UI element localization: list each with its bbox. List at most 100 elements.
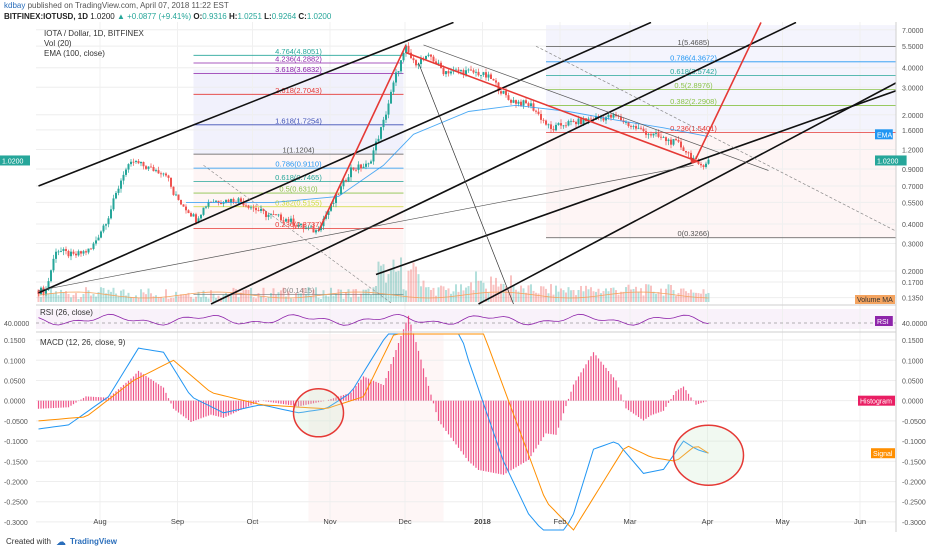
macd-histogram-bar bbox=[430, 394, 432, 401]
candle-body bbox=[705, 163, 707, 167]
volume-bar bbox=[305, 294, 307, 302]
candle-body bbox=[635, 126, 637, 129]
macd-histogram-bar bbox=[502, 400, 505, 475]
candle-body bbox=[240, 198, 242, 202]
macd-histogram-bar bbox=[135, 373, 137, 401]
candle-body bbox=[342, 180, 345, 187]
volume-bar bbox=[147, 288, 150, 302]
open-label: O: bbox=[193, 12, 203, 21]
macd-histogram-bar bbox=[670, 398, 672, 401]
macd-histogram-bar bbox=[150, 379, 152, 401]
macd-histogram-bar bbox=[550, 400, 552, 435]
candle-body bbox=[315, 230, 317, 233]
candle-body bbox=[522, 100, 525, 106]
time-axis-label: Apr bbox=[702, 517, 714, 526]
volume-bar bbox=[647, 284, 650, 302]
macd-histogram-bar bbox=[102, 397, 105, 401]
volume-bar bbox=[630, 289, 632, 302]
macd-histogram-bar bbox=[327, 399, 330, 401]
macd-histogram-bar bbox=[407, 315, 410, 401]
macd-histogram-bar bbox=[127, 380, 130, 401]
macd-histogram-bar bbox=[450, 400, 452, 438]
price-axis-label: 0.5500 bbox=[902, 200, 924, 207]
candle-body bbox=[67, 250, 70, 257]
volume-bar bbox=[252, 297, 255, 302]
candle-body bbox=[455, 69, 457, 71]
candle-body bbox=[87, 248, 90, 253]
volume-bar bbox=[180, 294, 182, 302]
volume-bar bbox=[530, 284, 532, 302]
macd-histogram-bar bbox=[480, 400, 482, 471]
price-axis-label: 5.5000 bbox=[902, 44, 924, 51]
volume-bar bbox=[62, 292, 65, 302]
volume-bar bbox=[135, 295, 137, 302]
macd-histogram-bar bbox=[590, 356, 592, 401]
volume-bar bbox=[230, 293, 232, 302]
macd-histogram-bar bbox=[587, 360, 590, 401]
volume-bar bbox=[572, 290, 575, 302]
low-label: L: bbox=[264, 12, 272, 21]
candle-body bbox=[292, 218, 295, 226]
candle-body bbox=[265, 211, 267, 217]
volume-bar bbox=[160, 296, 162, 302]
macd-histogram-bar bbox=[595, 355, 597, 401]
volume-bar bbox=[470, 282, 472, 302]
author-link[interactable]: kdbay bbox=[4, 1, 26, 10]
macd-histogram-bar bbox=[117, 389, 120, 401]
candle-body bbox=[675, 139, 677, 141]
volume-bar bbox=[625, 287, 627, 302]
candle-body bbox=[52, 258, 55, 271]
price-axis-label: 0.1700 bbox=[902, 280, 924, 287]
macd-axis-label: 0.1000 bbox=[902, 358, 924, 365]
macd-histogram-bar bbox=[405, 322, 407, 401]
volume-bar bbox=[385, 282, 387, 302]
volume-bar bbox=[210, 290, 212, 302]
macd-histogram-bar bbox=[85, 396, 87, 401]
candle-body bbox=[195, 214, 197, 223]
macd-histogram-bar bbox=[60, 400, 62, 408]
candle-body bbox=[385, 114, 387, 120]
macd-histogram-bar bbox=[557, 400, 560, 428]
volume-bar bbox=[377, 261, 380, 302]
volume-bar bbox=[407, 270, 410, 302]
macd-histogram-bar bbox=[700, 400, 702, 404]
macd-histogram-bar bbox=[132, 376, 135, 401]
volume-bar bbox=[442, 286, 445, 302]
volume-bar bbox=[197, 291, 200, 302]
macd-histogram-bar bbox=[380, 383, 382, 401]
last-price: 1.0200 bbox=[90, 12, 115, 21]
candle-body bbox=[652, 133, 655, 136]
candle-body bbox=[327, 210, 330, 215]
volume-bar bbox=[655, 293, 657, 302]
candle-body bbox=[157, 170, 160, 174]
macd-histogram-bar bbox=[287, 400, 290, 405]
trading-chart[interactable]: 4.764(4.8051)4.236(4.2882)3.618(3.6832) 2… bbox=[0, 22, 932, 545]
macd-histogram-bar bbox=[652, 400, 655, 415]
volume-bar bbox=[82, 293, 85, 302]
candle-body bbox=[565, 125, 567, 127]
candle-body bbox=[400, 60, 402, 72]
signal-line bbox=[38, 333, 709, 531]
candle-body bbox=[552, 128, 555, 131]
candle-body bbox=[225, 199, 227, 203]
macd-histogram-bar bbox=[462, 400, 465, 455]
fib-level-label: 0.382(0.5155) bbox=[275, 198, 322, 207]
time-axis-label: May bbox=[775, 517, 789, 526]
macd-histogram-bar bbox=[305, 400, 307, 405]
macd-histogram-bar bbox=[382, 385, 385, 401]
macd-histogram-bar bbox=[272, 400, 275, 403]
candle-body bbox=[587, 118, 590, 122]
macd-histogram-bar bbox=[520, 400, 522, 465]
trend-line bbox=[203, 165, 392, 304]
candle-body bbox=[337, 194, 340, 196]
macd-histogram-bar bbox=[647, 400, 650, 418]
macd-histogram-bar bbox=[302, 400, 305, 406]
volume-bar bbox=[352, 289, 355, 302]
macd-histogram-bar bbox=[440, 400, 442, 425]
candle-body bbox=[555, 124, 557, 131]
volume-bar bbox=[280, 290, 282, 302]
candle-body bbox=[707, 159, 710, 164]
tradingview-logo[interactable]: TradingView bbox=[70, 537, 117, 546]
price-tag-left-bg bbox=[0, 155, 30, 166]
macd-histogram-bar bbox=[172, 400, 175, 409]
